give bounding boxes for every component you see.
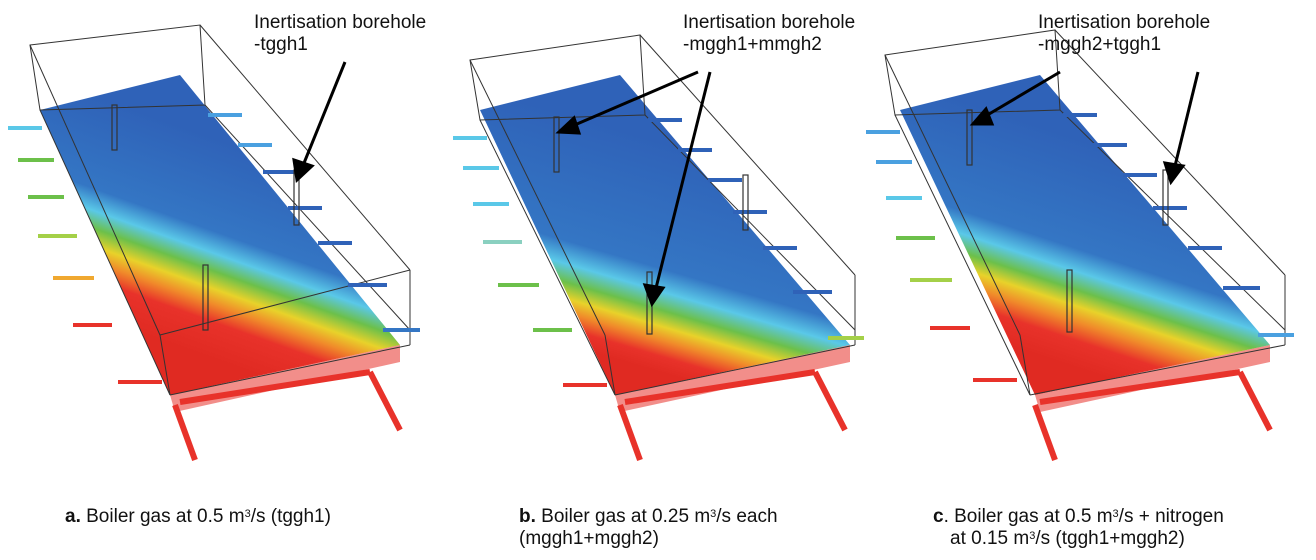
panel-c: Inertisation borehole -mggh2+tggh1	[860, 0, 1300, 480]
caption-c: c. Boiler gas at 0.5 m3/s + nitrogen at …	[933, 506, 1224, 550]
borehole-marker	[1066, 269, 1073, 333]
boreholes	[966, 109, 1169, 333]
borehole-marker	[553, 116, 560, 173]
gas-concentration-surface	[480, 75, 850, 395]
caption-letter: c	[933, 506, 944, 527]
caption-b: b. Boiler gas at 0.25 m3/s each (mggh1+m…	[519, 506, 778, 550]
borehole-marker	[202, 264, 209, 331]
annotation-arrows	[969, 70, 1200, 186]
panel-a: Inertisation borehole -tggh1	[0, 0, 440, 480]
model-wireframe	[29, 24, 411, 396]
model-wireframe	[884, 29, 1286, 396]
caption-letter: a.	[65, 506, 81, 527]
side-pipes-left	[453, 136, 607, 387]
borehole-annotation-b: Inertisation borehole -mggh1+mmgh2	[683, 12, 855, 56]
caption-line2: (mggh1+mggh2)	[519, 528, 659, 549]
borehole-marker	[111, 104, 118, 151]
model-floor	[480, 75, 850, 412]
annotation-line1: Inertisation borehole	[254, 12, 427, 33]
panel-b: Inertisation borehole -mggh1+mmgh2	[440, 0, 880, 480]
annotation-arrows	[555, 70, 712, 308]
caption-line1: b. Boiler gas at 0.25 m3/s each	[519, 506, 778, 527]
borehole-marker	[742, 174, 749, 231]
annotation-line2: -mggh1+mmgh2	[683, 34, 822, 55]
outlet-pipes	[617, 369, 848, 462]
caption-letter: b.	[519, 506, 536, 527]
panel-b-model	[453, 34, 864, 462]
outlet-pipes	[172, 369, 403, 462]
annotation-line1: Inertisation borehole	[683, 12, 856, 33]
side-pipes-left	[866, 130, 1017, 382]
caption-line1: c. Boiler gas at 0.5 m3/s + nitrogen	[933, 506, 1224, 527]
side-pipes-left	[8, 126, 162, 384]
borehole-marker	[1162, 169, 1169, 226]
model-floor	[900, 75, 1270, 412]
side-pipes-right	[208, 113, 420, 332]
borehole-annotation-c: Inertisation borehole -mggh2+tggh1	[1038, 12, 1210, 56]
annotation-line2: -mggh2+tggh1	[1038, 34, 1162, 55]
annotation-line1: Inertisation borehole	[1038, 12, 1211, 33]
annotation-line2: -tggh1	[254, 34, 308, 55]
borehole-annotation-a: Inertisation borehole -tggh1	[254, 12, 426, 56]
outlet-pipes	[1032, 369, 1273, 462]
side-pipes-right	[1063, 113, 1294, 337]
side-pipes-right	[648, 118, 864, 340]
borehole-marker	[966, 109, 973, 166]
panel-c-model	[866, 29, 1294, 462]
caption-line1: a. Boiler gas at 0.5 m3/s (tggh1)	[65, 506, 331, 527]
annotation-arrow	[292, 61, 347, 184]
panel-a-model	[8, 24, 420, 462]
caption-a: a. Boiler gas at 0.5 m3/s (tggh1)	[65, 506, 331, 528]
model-wireframe	[469, 34, 856, 396]
gas-concentration-surface	[40, 75, 400, 395]
caption-line2: at 0.15 m3/s (tggh1+mggh2)	[950, 528, 1185, 549]
gas-concentration-surface	[900, 75, 1270, 395]
